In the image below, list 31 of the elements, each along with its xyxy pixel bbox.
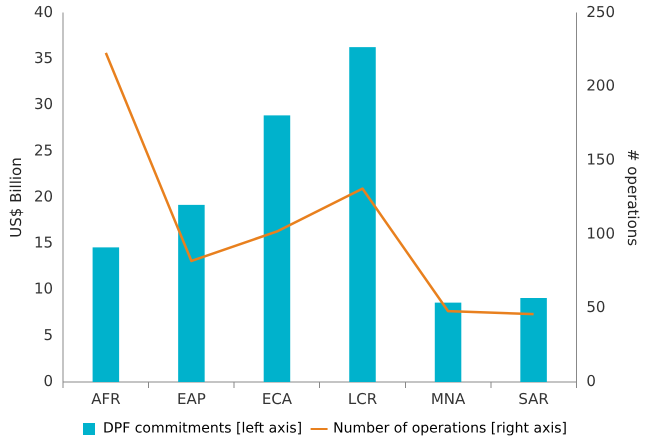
bar	[264, 115, 290, 382]
x-tick-label: SAR	[518, 390, 549, 408]
legend-label: Number of operations [right axis]	[333, 420, 568, 437]
x-tick-label: AFR	[91, 390, 121, 408]
x-tick-label: MNA	[430, 390, 466, 408]
y-tick-label: 20	[34, 187, 54, 206]
y-tick-label: 0	[44, 372, 54, 390]
y-tick-label: 5	[44, 326, 54, 344]
x-tick-label: LCR	[348, 390, 378, 408]
bar	[520, 298, 547, 382]
y-tick-label: 40	[34, 2, 54, 21]
y-tick-label: 30	[34, 95, 54, 114]
y2-tick-label: 150	[586, 150, 616, 168]
x-tick-label: ECA	[262, 390, 293, 408]
bar	[92, 247, 120, 382]
y2-axis-title: # operations	[624, 148, 642, 246]
y2-tick-label: 50	[586, 298, 606, 316]
y-tick-label: 10	[34, 280, 54, 298]
y2-tick-label: 250	[586, 2, 616, 21]
bar	[434, 302, 462, 382]
y2-tick-label: 0	[586, 372, 596, 390]
y2-tick-label: 200	[586, 76, 616, 95]
bar	[349, 47, 376, 382]
y-tick-label: 35	[34, 49, 54, 68]
x-tick-label: EAP	[177, 390, 206, 408]
y-tick-label: 15	[34, 234, 54, 252]
y2-tick-label: 100	[586, 224, 616, 242]
y-axis-title: US$ Billion	[6, 157, 25, 238]
legend-label: DPF commitments [left axis]	[102, 420, 302, 437]
y-tick-label: 25	[34, 141, 54, 160]
bar	[178, 204, 205, 382]
